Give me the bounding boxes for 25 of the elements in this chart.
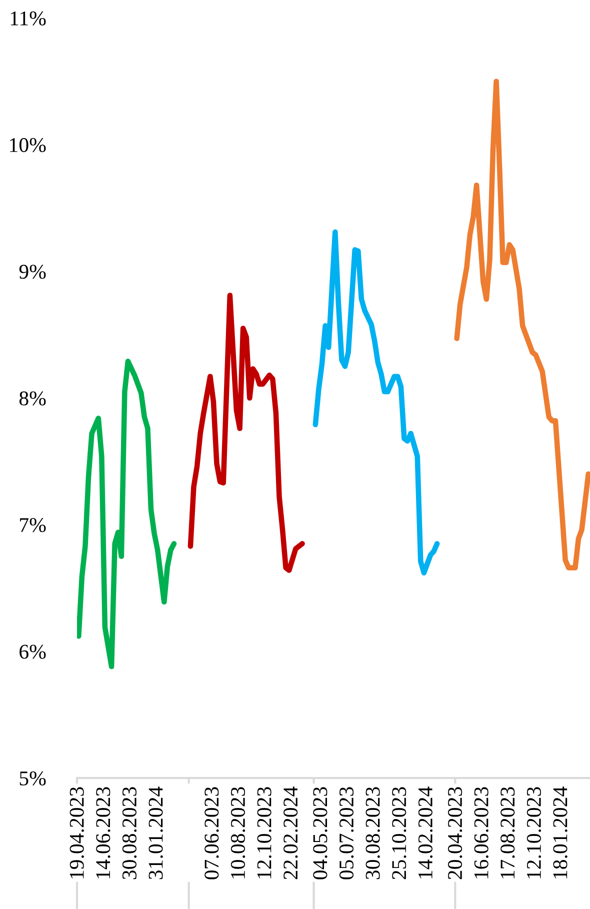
y-tick-label: 5% xyxy=(20,771,46,786)
y-tick-label: 6% xyxy=(20,644,46,659)
x-tick-label: 30.08.2023 xyxy=(366,787,380,880)
x-tick-label: 22.02.2024 xyxy=(284,786,298,880)
x-tick-label: 07.06.2023 xyxy=(204,787,219,880)
x-tick-label: 25.10.2023 xyxy=(392,787,406,880)
x-tick-label: 30.08.2023 xyxy=(122,787,137,880)
x-tick-label: 05.07.2023 xyxy=(339,787,354,880)
x-tick-label: 04.05.2023 xyxy=(313,787,328,880)
x-tick-label: 12.10.2023 xyxy=(526,787,542,878)
x-tick-label: 18.01.2024 xyxy=(553,786,568,878)
y-tick-label: 10% xyxy=(10,138,46,152)
x-tick-label: 16.06.2023 xyxy=(474,787,488,878)
y-tick-label: 7% xyxy=(20,518,46,532)
x-tick-label: 12.10.2023 xyxy=(257,787,272,878)
x-tick-label: 14.02.2024 xyxy=(418,786,433,878)
x-tick-label: 14.06.2023 xyxy=(96,787,110,878)
x-tick-label: 20.04.2023 xyxy=(448,787,462,880)
y-tick-label: 9% xyxy=(19,264,46,279)
x-tick-label: 17.08.2023 xyxy=(500,787,515,878)
x-tick-label: 19.04.2023 xyxy=(70,787,84,878)
y-tick-label: 11% xyxy=(10,11,46,26)
x-tick-label: 10.08.2023 xyxy=(230,787,246,878)
x-tick-label: 31.01.2024 xyxy=(148,786,163,880)
y-tick-label: 8% xyxy=(19,391,46,406)
